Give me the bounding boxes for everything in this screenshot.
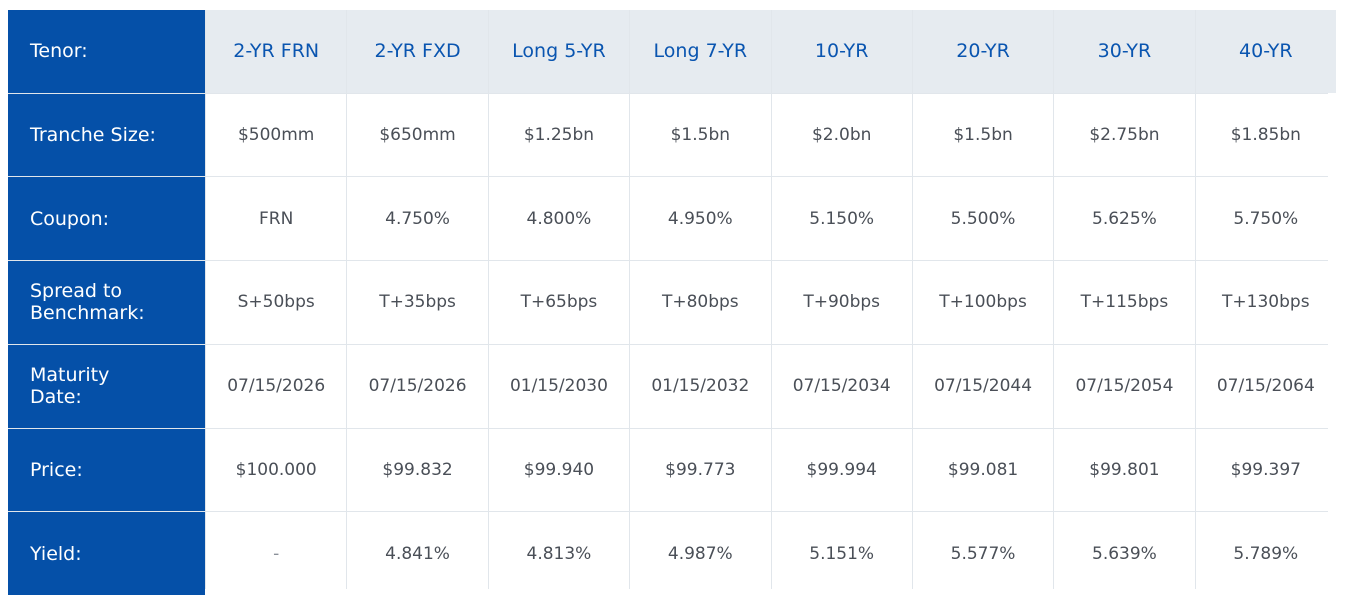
table-cell: 5.500% <box>912 177 1054 261</box>
table-cell: 07/15/2054 <box>1054 344 1195 428</box>
table-cell: $99.940 <box>488 428 630 512</box>
offering-terms-table: Tenor: 2-YR FRN 2-YR FXD Long 5-YR Long … <box>8 10 1336 595</box>
table-cell: $2.75bn <box>1054 93 1195 177</box>
table-cell: T+90bps <box>771 261 912 344</box>
table-cell: 07/15/2044 <box>912 344 1054 428</box>
table-cell: 4.950% <box>630 177 771 261</box>
table-cell: S+50bps <box>206 261 347 344</box>
table-cell: 5.750% <box>1195 177 1336 261</box>
row-label-tranche-size: Tranche Size: <box>8 93 205 177</box>
table-cell: $99.801 <box>1054 428 1195 512</box>
table-cell: 5.151% <box>771 512 912 595</box>
table-cell: $500mm <box>206 93 347 177</box>
table-cell: 07/15/2026 <box>206 344 347 428</box>
table-cell: 5.789% <box>1195 512 1336 595</box>
table-cell: FRN <box>206 177 347 261</box>
row-label-yield: Yield: <box>8 512 205 595</box>
table-cell: 01/15/2030 <box>488 344 630 428</box>
table-cell: $650mm <box>347 93 488 177</box>
table-cell: $99.397 <box>1195 428 1336 512</box>
tenor-header: 20-YR <box>912 10 1054 93</box>
table-cell: 4.750% <box>347 177 488 261</box>
tenor-header: 40-YR <box>1195 10 1336 93</box>
table-cell: $1.5bn <box>630 93 771 177</box>
table-cell: $1.85bn <box>1195 93 1336 177</box>
row-label-coupon: Coupon: <box>8 177 205 261</box>
tenor-header: 30-YR <box>1054 10 1195 93</box>
table-cell: T+130bps <box>1195 261 1336 344</box>
table-cell: 5.150% <box>771 177 912 261</box>
table-cell: T+100bps <box>912 261 1054 344</box>
table-cell: 01/15/2032 <box>630 344 771 428</box>
table-cell: 07/15/2034 <box>771 344 912 428</box>
row-label-spread-to-benchmark: Spread to Benchmark: <box>8 261 205 344</box>
table-cell: - <box>206 512 347 595</box>
table-cell: 4.841% <box>347 512 488 595</box>
tenor-header: Long 5-YR <box>488 10 630 93</box>
table-cell: 5.625% <box>1054 177 1195 261</box>
table-cell: $99.081 <box>912 428 1054 512</box>
table-cell: T+65bps <box>488 261 630 344</box>
table-cell: 07/15/2026 <box>347 344 488 428</box>
table-cell: $99.832 <box>347 428 488 512</box>
table-cell: $99.994 <box>771 428 912 512</box>
tenor-header: 2-YR FXD <box>347 10 488 93</box>
row-label-price: Price: <box>8 428 205 512</box>
table-cell: $99.773 <box>630 428 771 512</box>
table-cell: $1.5bn <box>912 93 1054 177</box>
table-cell: T+115bps <box>1054 261 1195 344</box>
row-label-maturity-date: Maturity Date: <box>8 344 205 428</box>
table-cell: $100.000 <box>206 428 347 512</box>
table-cell: 4.813% <box>488 512 630 595</box>
tenor-header: Long 7-YR <box>630 10 771 93</box>
row-label-tenor: Tenor: <box>8 10 205 93</box>
table-cell: T+80bps <box>630 261 771 344</box>
table-cell: $2.0bn <box>771 93 912 177</box>
tenor-header: 2-YR FRN <box>206 10 347 93</box>
table-cell: T+35bps <box>347 261 488 344</box>
table-cell: 5.577% <box>912 512 1054 595</box>
table-cell: 4.987% <box>630 512 771 595</box>
table-cell: 5.639% <box>1054 512 1195 595</box>
table-cell: 07/15/2064 <box>1195 344 1336 428</box>
table-cell: $1.25bn <box>488 93 630 177</box>
tenor-header: 10-YR <box>771 10 912 93</box>
table-cell: 4.800% <box>488 177 630 261</box>
